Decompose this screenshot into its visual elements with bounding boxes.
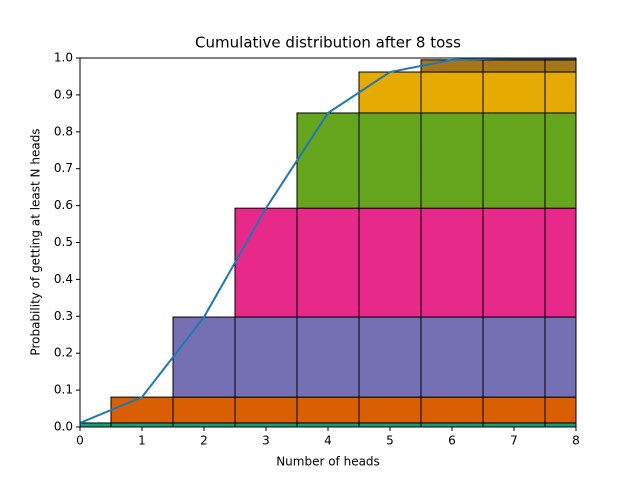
bar-segment — [482, 316, 546, 398]
y-tick-label: 0.4 — [54, 272, 73, 286]
bar-segment — [482, 71, 546, 114]
bar-segment — [172, 396, 236, 424]
x-tick-label: 6 — [448, 434, 456, 448]
bar-segment — [482, 422, 546, 427]
bar-segment — [544, 422, 576, 427]
bar-segment — [296, 396, 360, 424]
bar-segment — [172, 422, 236, 427]
bar-segment — [358, 207, 422, 318]
bar-segment — [420, 396, 484, 424]
bar-segment — [296, 316, 360, 398]
cumulative-line — [80, 58, 576, 424]
x-tick-label: 3 — [262, 434, 270, 448]
y-tick-label: 0.9 — [54, 87, 73, 101]
bar-segment — [234, 207, 298, 318]
bar-segment — [296, 112, 360, 209]
y-tick-label: 1.0 — [54, 51, 73, 65]
y-tick-label: 0.3 — [54, 309, 73, 323]
bar-segment — [358, 316, 422, 398]
x-tick-label: 2 — [200, 434, 208, 448]
bar-segment — [358, 422, 422, 427]
y-tick-label: 0.5 — [54, 235, 73, 249]
bar-segment — [544, 207, 576, 318]
chart-title: Cumulative distribution after 8 toss — [195, 34, 461, 52]
y-tick-label: 0.6 — [54, 198, 73, 212]
y-tick-label: 0.8 — [54, 124, 73, 138]
bar-segment — [544, 71, 576, 114]
bar-segment — [234, 396, 298, 424]
x-tick-label: 4 — [324, 434, 332, 448]
bar-segment — [172, 316, 236, 398]
y-tick-label: 0.2 — [54, 346, 73, 360]
bar-segment — [234, 422, 298, 427]
y-tick-label: 0.7 — [54, 161, 73, 175]
bar-segment — [544, 316, 576, 398]
bar-segment — [296, 422, 360, 427]
bar-segment — [420, 112, 484, 209]
bar-segment — [482, 59, 546, 73]
x-tick-label: 1 — [138, 434, 146, 448]
x-tick-label: 8 — [572, 434, 580, 448]
y-tick-label: 0.0 — [54, 420, 73, 434]
bar-segment — [482, 396, 546, 424]
bar-segment — [234, 316, 298, 398]
bar-segment — [420, 422, 484, 427]
bar-segment — [420, 316, 484, 398]
bar-segment — [110, 422, 174, 427]
bar-segment — [358, 396, 422, 424]
bar-segment — [482, 112, 546, 209]
bar-segment — [420, 71, 484, 114]
bar-segment — [110, 396, 174, 424]
y-axis-label: Probability of getting at least N heads — [29, 128, 43, 355]
x-tick-label: 7 — [510, 434, 518, 448]
bar-segment — [296, 207, 360, 318]
bar-segment — [544, 112, 576, 209]
y-tick-label: 0.1 — [54, 383, 73, 397]
plot-area — [80, 58, 576, 427]
bar-segment — [482, 207, 546, 318]
bar-segment — [358, 112, 422, 209]
x-axis-label: Number of heads — [276, 455, 380, 469]
axes: 0 1 2 3 4 5 6 7 8 0.0 0.1 0.2 0.3 0.4 0.5 0.6 0.7 0.8 0.9 1… — [54, 51, 580, 448]
bar-segment — [544, 396, 576, 424]
x-tick-label: 5 — [386, 434, 394, 448]
bar-segment — [420, 207, 484, 318]
bar-segment — [358, 71, 422, 114]
x-tick-label: 0 — [76, 434, 84, 448]
bar-segment — [420, 59, 484, 73]
bar-segment — [544, 59, 576, 73]
